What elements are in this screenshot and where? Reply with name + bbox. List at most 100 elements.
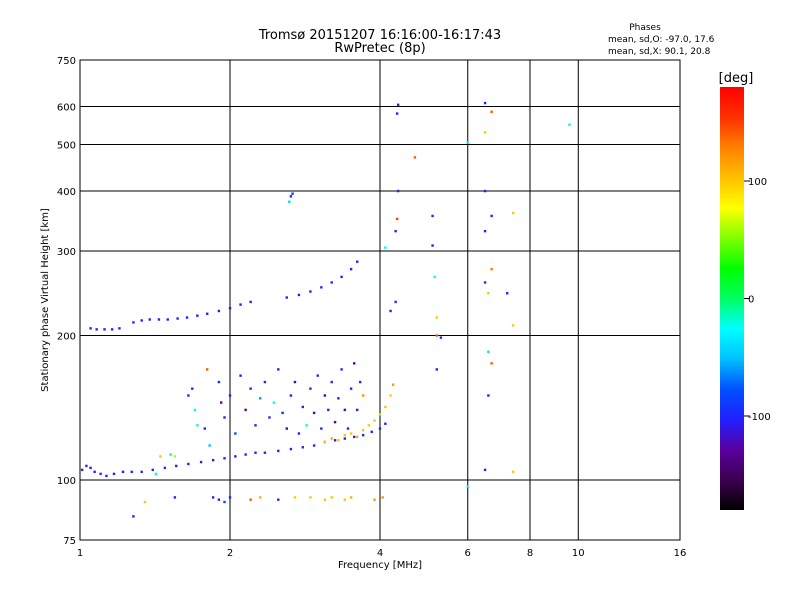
data-point [309, 290, 312, 293]
data-point [187, 394, 190, 397]
data-point [361, 394, 365, 397]
data-point [391, 383, 395, 386]
data-point [394, 300, 397, 304]
data-point [309, 387, 312, 390]
data-point [228, 394, 232, 397]
data-point [337, 439, 340, 442]
data-point [223, 500, 226, 504]
data-point [196, 424, 199, 427]
gridlines [80, 60, 680, 540]
data-point [431, 214, 434, 218]
data-point [263, 451, 267, 454]
data-point [217, 380, 221, 384]
data-point [483, 229, 487, 233]
data-point [323, 498, 327, 501]
data-point [309, 496, 312, 499]
y-tick-labels: 75 100 200 300 400 500 600 750 [57, 56, 76, 547]
data-point [373, 419, 376, 422]
data-point [130, 470, 133, 474]
data-point [254, 424, 257, 427]
data-point [289, 195, 293, 198]
phases-heading: Phases [629, 23, 661, 33]
data-point [289, 447, 293, 451]
data-point [285, 296, 288, 299]
y-axis-label: Stationary phase Virtual Height [km] [40, 208, 51, 392]
data-point [193, 408, 197, 412]
data-point [173, 496, 177, 499]
data-point [249, 300, 252, 304]
data-point [163, 466, 167, 470]
data-point [259, 397, 262, 400]
data-point [395, 217, 399, 221]
data-point [293, 496, 297, 499]
data-point [378, 427, 382, 430]
data-point [361, 429, 365, 432]
data-point [490, 214, 493, 218]
data-point [285, 427, 288, 430]
data-point [95, 328, 98, 331]
plot-border [79, 59, 681, 541]
data-point [191, 387, 194, 390]
data-point [203, 427, 206, 430]
data-point [169, 453, 172, 456]
data-point [288, 200, 291, 203]
data-point [490, 362, 493, 365]
data-point [487, 292, 490, 295]
data-point [293, 380, 297, 384]
data-point [333, 420, 337, 424]
data-point [132, 515, 135, 518]
data-point [323, 394, 327, 397]
x-tick-label: 1 [77, 548, 83, 559]
data-point [330, 496, 333, 499]
data-point [105, 474, 108, 478]
data-point [175, 464, 178, 468]
data-point [355, 408, 359, 412]
data-point [511, 211, 515, 215]
y-tick-label: 500 [57, 141, 76, 152]
data-point [196, 314, 199, 317]
data-point [143, 500, 147, 504]
data-point [361, 433, 365, 437]
data-point [378, 413, 382, 416]
data-point [355, 260, 359, 263]
data-point [89, 466, 92, 470]
x-tick-label: 10 [572, 548, 585, 559]
x-tick-label: 8 [527, 548, 533, 559]
data-point [483, 281, 487, 284]
data-point [487, 350, 490, 353]
phases-x-stats: mean, sd,X: 90.1, 20.8 [608, 47, 711, 57]
data-point [259, 496, 262, 499]
data-point [301, 446, 305, 449]
x-axis-label: Frequency [MHz] [338, 560, 422, 571]
data-point [140, 470, 143, 474]
data-point [157, 318, 161, 321]
data-point [228, 307, 232, 310]
data-point [305, 424, 308, 427]
data-point [384, 422, 387, 425]
data-point [349, 267, 353, 271]
data-point [367, 424, 371, 427]
colorbar-tick-labels: 100 0 -100 [744, 177, 771, 423]
colorbar-tick-label: 0 [748, 295, 754, 306]
data-point [352, 362, 356, 365]
data-point [223, 457, 226, 460]
data-point [312, 411, 316, 415]
colorbar-label: [deg] [719, 71, 754, 86]
data-point [249, 387, 252, 390]
data-point [340, 275, 343, 279]
data-point [435, 368, 438, 371]
data-point [355, 435, 359, 439]
data-point [511, 470, 515, 474]
data-point [384, 246, 387, 249]
data-point [205, 312, 209, 315]
data-point [211, 458, 215, 462]
y-tick-label: 400 [57, 187, 76, 198]
data-point [154, 472, 158, 476]
data-point [301, 405, 305, 409]
data-point [121, 470, 125, 474]
data-point [187, 462, 190, 466]
data-point [316, 374, 319, 377]
data-point [173, 455, 177, 458]
y-tick-label: 750 [57, 56, 76, 67]
